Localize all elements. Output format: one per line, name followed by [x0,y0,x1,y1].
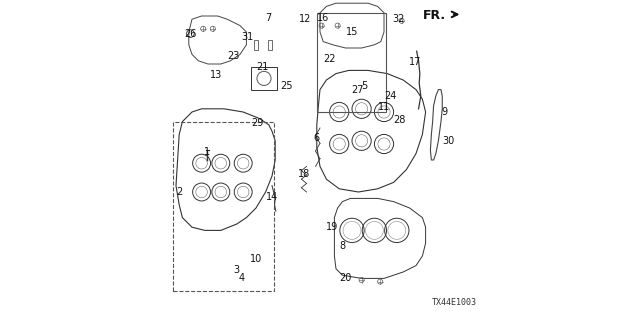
Text: 14: 14 [266,192,278,202]
Text: 30: 30 [442,136,454,146]
Text: 32: 32 [392,14,404,24]
Text: 8: 8 [339,241,346,252]
Bar [269,40,273,50]
Text: 26: 26 [184,28,196,39]
Text: 24: 24 [384,91,397,101]
Text: 1: 1 [204,147,211,157]
Text: FR.: FR. [423,9,447,22]
Text: 15: 15 [346,27,358,37]
Bar [254,40,258,50]
Bar [173,122,274,291]
Text: 29: 29 [252,118,264,128]
Text: 12: 12 [300,14,312,24]
Text: 2: 2 [177,187,183,197]
Text: 13: 13 [210,70,222,80]
Text: 4: 4 [239,273,244,284]
Text: 31: 31 [241,32,253,42]
Text: 19: 19 [326,222,339,232]
Text: 23: 23 [227,51,240,61]
Text: 25: 25 [280,81,292,92]
Text: TX44E1003: TX44E1003 [432,298,477,307]
Bar [251,67,277,90]
Text: 20: 20 [339,273,351,284]
Text: 17: 17 [409,57,422,68]
Text: 18: 18 [298,169,310,180]
Text: 9: 9 [442,107,448,117]
Text: 10: 10 [250,254,262,264]
Text: 16: 16 [317,12,330,23]
Text: 6: 6 [314,132,320,143]
Text: 28: 28 [393,115,406,125]
Text: 5: 5 [362,81,368,92]
Text: 27: 27 [351,84,364,95]
Text: 7: 7 [266,12,272,23]
Text: 22: 22 [323,54,336,64]
Bar [317,13,385,112]
Text: 3: 3 [234,265,240,276]
Text: 21: 21 [256,62,269,72]
Text: 11: 11 [378,102,390,112]
